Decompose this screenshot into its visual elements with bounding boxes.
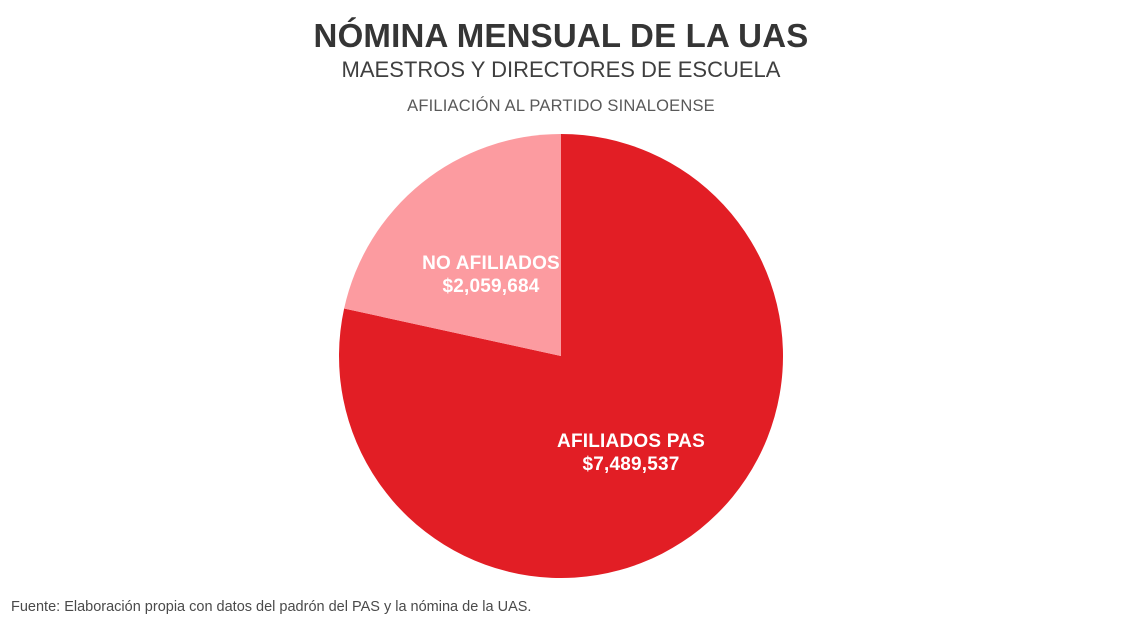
pie-slice-afiliados-pas bbox=[339, 134, 783, 578]
slice-name: NO AFILIADOS bbox=[422, 253, 560, 274]
pie-chart: NO AFILIADOS $2,059,684 AFILIADOS PAS $7… bbox=[339, 134, 783, 578]
chart-subtitle: MAESTROS Y DIRECTORES DE ESCUELA bbox=[341, 57, 781, 82]
pie-slice-no-afiliados bbox=[344, 134, 561, 356]
pie-svg bbox=[339, 134, 783, 578]
chart-title: NÓMINA MENSUAL DE LA UAS bbox=[313, 17, 809, 54]
slice-name: AFILIADOS PAS bbox=[557, 431, 705, 452]
source-note: Fuente: Elaboración propia con datos del… bbox=[11, 599, 532, 615]
chart-kicker: AFILIACIÓN AL PARTIDO SINALOENSE bbox=[407, 97, 715, 115]
slice-value: $2,059,684 bbox=[442, 276, 540, 297]
pie-label-afiliados-pas: AFILIADOS PAS $7,489,537 bbox=[557, 430, 705, 476]
pie-label-no-afiliados: NO AFILIADOS $2,059,684 bbox=[422, 252, 560, 298]
slice-value: $7,489,537 bbox=[582, 454, 680, 475]
